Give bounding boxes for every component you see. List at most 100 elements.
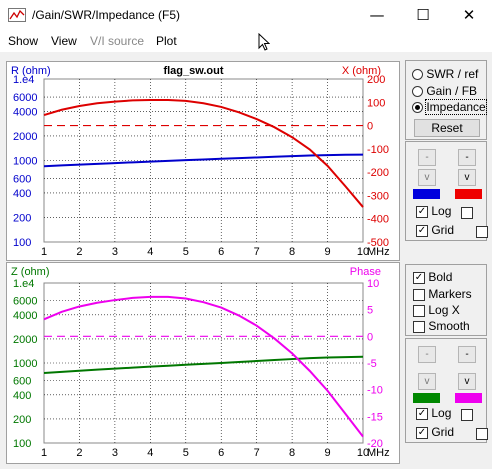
bot-x-tick-label: 1 bbox=[41, 447, 47, 459]
radio-swr-ref-button[interactable] bbox=[412, 69, 423, 81]
top-right-axis-title: X (ohm) bbox=[342, 65, 381, 77]
bot-x-tick-label: 4 bbox=[147, 447, 153, 459]
bot-right-tick-label: -20 bbox=[367, 438, 383, 450]
top-x-unit: MHz bbox=[367, 246, 390, 258]
smooth-option[interactable]: Smooth bbox=[413, 319, 470, 333]
top-x-tick-label: 2 bbox=[76, 246, 82, 258]
top-left-tick-label: 2000 bbox=[13, 131, 37, 143]
radio-impedance-label: Impedance bbox=[425, 99, 487, 115]
menu-show[interactable]: Show bbox=[8, 34, 39, 48]
top-right-up-button[interactable]: - bbox=[458, 149, 476, 166]
bot-right-tick-label: -5 bbox=[367, 358, 377, 370]
top-grid-right-checkbox[interactable] bbox=[476, 225, 489, 238]
top-left-tick-label: 600 bbox=[13, 174, 31, 186]
logx-option[interactable]: Log X bbox=[413, 303, 460, 317]
close-button[interactable]: ✕ bbox=[462, 6, 476, 24]
menu-view[interactable]: View bbox=[51, 34, 77, 48]
radio-gain-fb-button[interactable] bbox=[412, 86, 423, 98]
top-chart-controls: - - v v ✓ Log ✓ Grid bbox=[405, 141, 489, 241]
bottom-log-label: Log bbox=[431, 406, 452, 420]
bot-x-tick-label: 8 bbox=[289, 447, 295, 459]
bottom-left-down-button[interactable]: v bbox=[418, 373, 436, 390]
bottom-log-left-checkbox[interactable]: ✓ bbox=[416, 407, 428, 420]
bottom-left-up-button[interactable]: - bbox=[418, 346, 436, 363]
top-chart-panel[interactable]: 1 2 3 4 5 6 7 8 9 10 MHz 1.e4 6000 4000 2000 1000 600 400… bbox=[6, 61, 400, 261]
logx-label: Log X bbox=[428, 303, 460, 317]
bottom-grid-right-checkbox[interactable] bbox=[476, 427, 489, 440]
reset-button[interactable]: Reset bbox=[414, 119, 480, 137]
bot-x-tick-label: 7 bbox=[254, 447, 260, 459]
bottom-chart-panel[interactable]: 1 2 3 4 5 6 7 8 9 10 MHz 1.e4 6000 4000 2000 1000 600 400… bbox=[6, 262, 400, 464]
bot-left-tick-label: 200 bbox=[13, 414, 31, 426]
top-right-down-button[interactable]: v bbox=[458, 169, 476, 186]
bottom-chart: 1 2 3 4 5 6 7 8 9 10MHz1.e46000400020001000600400… bbox=[11, 266, 390, 459]
bot-left-tick-label: 100 bbox=[13, 438, 31, 450]
radio-impedance[interactable]: Impedance bbox=[412, 99, 487, 115]
bottom-log-right-checkbox[interactable] bbox=[461, 408, 473, 421]
title-bar: /Gain/SWR/Impedance (F5) — ☐ ✕ bbox=[0, 0, 492, 31]
bot-right-tick-label: -10 bbox=[367, 385, 383, 397]
top-log-label: Log bbox=[431, 204, 452, 218]
top-x-tick-label: 3 bbox=[112, 246, 118, 258]
top-right-tick-label: -400 bbox=[367, 214, 389, 226]
options-group: ✓ Bold Markers Log X Smooth bbox=[405, 264, 487, 336]
top-left-tick-label: 1.e4 bbox=[13, 74, 34, 86]
markers-checkbox[interactable] bbox=[413, 288, 425, 301]
menu-plot[interactable]: Plot bbox=[156, 34, 177, 48]
bottom-right-color-swatch[interactable] bbox=[455, 393, 482, 403]
top-left-tick-label: 200 bbox=[13, 212, 31, 224]
bot-left-series-line bbox=[43, 355, 364, 374]
top-left-tick-label: 100 bbox=[13, 237, 31, 249]
bot-right-tick-label: -15 bbox=[367, 411, 383, 423]
radio-swr-ref[interactable]: SWR / ref bbox=[412, 67, 478, 81]
bot-left-tick-label: 1.e4 bbox=[13, 278, 34, 290]
app-icon bbox=[8, 8, 26, 22]
top-right-tick-label: -100 bbox=[367, 144, 389, 156]
maximize-button[interactable]: ☐ bbox=[416, 6, 430, 24]
bottom-chart-controls: - - v v ✓ Log ✓ Grid bbox=[405, 338, 489, 443]
bottom-grid-label: Grid bbox=[431, 425, 455, 439]
menu-vi-source[interactable]: V/I source bbox=[90, 34, 145, 48]
bottom-left-color-swatch[interactable] bbox=[413, 393, 440, 403]
top-right-series-line bbox=[43, 98, 364, 208]
top-left-tick-label: 400 bbox=[13, 188, 31, 200]
top-left-series-line bbox=[43, 153, 364, 168]
minimize-button[interactable]: — bbox=[369, 6, 385, 24]
top-left-axis-title: R (ohm) bbox=[11, 65, 51, 77]
top-left-down-button[interactable]: v bbox=[418, 169, 436, 186]
top-x-tick-label: 10 bbox=[357, 246, 369, 258]
top-log-left-checkbox[interactable]: ✓ bbox=[416, 205, 428, 218]
logx-checkbox[interactable] bbox=[413, 304, 425, 317]
top-left-up-button[interactable]: - bbox=[418, 149, 436, 166]
top-left-color-swatch[interactable] bbox=[413, 189, 440, 199]
smooth-checkbox[interactable] bbox=[413, 320, 425, 333]
bot-x-tick-label: 9 bbox=[324, 447, 330, 459]
smooth-label: Smooth bbox=[428, 319, 470, 333]
top-right-color-swatch[interactable] bbox=[455, 189, 482, 199]
top-right-tick-label: 0 bbox=[367, 121, 373, 133]
top-right-tick-label: 100 bbox=[367, 97, 385, 109]
plot-mode-group: SWR / ref Gain / FB Impedance Reset bbox=[405, 60, 487, 140]
top-right-tick-label: 200 bbox=[367, 74, 385, 86]
top-grid-left-checkbox[interactable]: ✓ bbox=[416, 224, 428, 237]
radio-gain-fb[interactable]: Gain / FB bbox=[412, 84, 477, 98]
bot-left-tick-label: 6000 bbox=[13, 296, 37, 308]
bold-checkbox[interactable]: ✓ bbox=[413, 271, 425, 284]
top-log-right-checkbox[interactable] bbox=[461, 206, 473, 219]
radio-gain-fb-label: Gain / FB bbox=[426, 84, 478, 98]
bottom-right-up-button[interactable]: - bbox=[458, 346, 476, 363]
markers-option[interactable]: Markers bbox=[413, 287, 472, 301]
bottom-grid-left-checkbox[interactable]: ✓ bbox=[416, 426, 428, 439]
radio-impedance-button[interactable] bbox=[412, 102, 423, 114]
bot-x-tick-label: 10 bbox=[357, 447, 369, 459]
top-x-tick-label: 9 bbox=[324, 246, 330, 258]
mouse-cursor-icon bbox=[258, 33, 270, 51]
top-x-tick-label: 1 bbox=[41, 246, 47, 258]
top-x-tick-label: 6 bbox=[218, 246, 224, 258]
bot-right-tick-label: 5 bbox=[367, 305, 373, 317]
top-left-tick-label: 1000 bbox=[13, 156, 37, 168]
top-right-tick-label: -200 bbox=[367, 167, 389, 179]
bold-option[interactable]: ✓ Bold bbox=[413, 270, 452, 284]
bot-left-tick-label: 1000 bbox=[13, 358, 37, 370]
bottom-right-down-button[interactable]: v bbox=[458, 373, 476, 390]
